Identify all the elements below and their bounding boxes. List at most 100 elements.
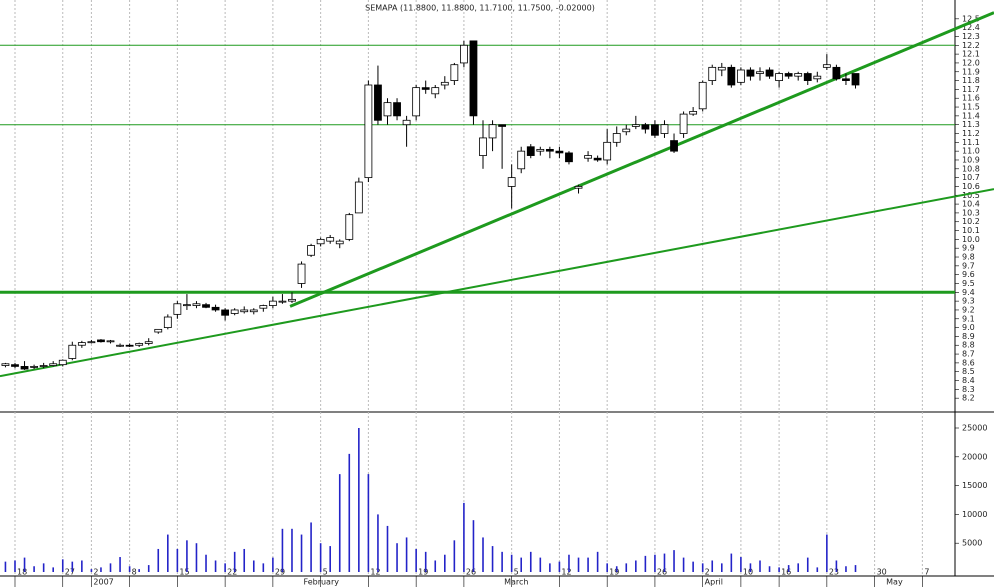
y-tick-label: 10.8 — [962, 164, 980, 173]
x-tick-label: 26 — [466, 568, 476, 577]
candle-body — [612, 133, 621, 143]
y-tick-label: 9.2 — [962, 305, 975, 314]
y-tick-label: 10.5 — [962, 191, 980, 200]
volume-tick-label: 10000 — [962, 510, 987, 519]
candle-body — [374, 84, 382, 121]
y-tick-label: 12.5 — [962, 14, 980, 23]
y-tick-label: 10.2 — [962, 217, 980, 226]
candle-body — [431, 87, 440, 95]
candle-body — [20, 366, 29, 370]
x-tick-label: 19 — [418, 568, 428, 577]
candle-body — [307, 245, 315, 256]
candle-body — [316, 238, 325, 245]
candle-body — [794, 73, 803, 77]
candle-body — [775, 73, 783, 81]
candle-body — [708, 66, 717, 81]
candle-body — [240, 309, 249, 313]
x-tick-label: 30 — [877, 568, 887, 577]
y-tick-label: 8.4 — [962, 376, 975, 385]
x-period-label: 2007 — [93, 578, 113, 587]
candle-body — [746, 69, 755, 77]
y-tick-label: 9.4 — [962, 288, 975, 297]
candle-body — [756, 71, 764, 74]
y-tick-label: 8.3 — [962, 385, 975, 394]
candle-body — [679, 113, 688, 134]
y-tick-label: 10.7 — [962, 173, 980, 182]
candle-body — [1, 363, 10, 366]
candle-body — [97, 339, 105, 343]
x-tick-label: 12 — [561, 568, 571, 577]
candle-body — [641, 124, 650, 130]
y-tick-label: 11.8 — [962, 76, 980, 85]
y-tick-label: 10.1 — [962, 226, 980, 235]
candle-body — [116, 344, 124, 347]
y-tick-label: 11.7 — [962, 85, 980, 94]
candle-body — [144, 341, 153, 344]
candle-body — [565, 152, 573, 163]
y-tick-label: 8.2 — [962, 394, 975, 403]
candle-body — [11, 364, 19, 367]
y-tick-label: 9.1 — [962, 314, 975, 323]
y-tick-label: 12.1 — [962, 50, 980, 59]
candle-body — [851, 73, 860, 86]
candle-body — [555, 150, 564, 154]
candle-body — [221, 309, 230, 316]
candle-body — [517, 150, 526, 170]
x-period-label: March — [504, 578, 528, 587]
x-period-label: April — [705, 578, 723, 587]
candle-body — [526, 146, 535, 156]
candle-body — [450, 64, 459, 81]
candle-body — [354, 181, 363, 214]
candle-body — [345, 214, 354, 240]
candle-body — [125, 344, 134, 347]
volume-tick-label: 5000 — [962, 539, 982, 548]
y-tick-label: 10.0 — [962, 235, 980, 244]
x-tick-label: 10 — [743, 568, 753, 577]
y-tick-label: 9.5 — [962, 279, 975, 288]
x-tick-label: 26 — [657, 568, 667, 577]
x-tick-label: 29 — [275, 568, 285, 577]
candle-body — [660, 124, 669, 134]
y-tick-label: 8.5 — [962, 367, 975, 376]
candle-body — [460, 44, 468, 64]
y-tick-label: 11.5 — [962, 103, 980, 112]
candle-body — [784, 73, 793, 77]
y-tick-label: 11.4 — [962, 111, 980, 120]
candle-body — [412, 87, 421, 117]
x-tick-label: 2 — [93, 568, 98, 577]
y-tick-label: 10.3 — [962, 208, 980, 217]
x-period-label: February — [304, 578, 340, 587]
candle-body — [479, 137, 487, 156]
candle-body — [631, 124, 640, 127]
candle-body — [813, 75, 822, 80]
candle-body — [593, 157, 602, 161]
candle-body — [698, 81, 707, 110]
candle-body — [803, 73, 812, 81]
candle-body — [689, 111, 698, 115]
x-tick-label: 16 — [781, 568, 791, 577]
y-tick-label: 10.9 — [962, 155, 980, 164]
candle-body — [651, 124, 659, 136]
x-tick-label: 23 — [829, 568, 839, 577]
candle-body — [383, 102, 392, 117]
x-tick-label: 5 — [514, 568, 519, 577]
y-tick-label: 8.8 — [962, 341, 975, 350]
y-tick-label: 11.9 — [962, 67, 980, 76]
candle-body — [335, 240, 344, 245]
x-tick-label: 2 — [705, 568, 710, 577]
y-tick-label: 10.4 — [962, 200, 980, 209]
x-tick-label: 15 — [179, 568, 189, 577]
candle-body — [507, 177, 516, 187]
y-tick-label: 8.9 — [962, 332, 975, 341]
candle-body — [822, 64, 831, 68]
candle-body — [488, 124, 497, 139]
candle-body — [421, 87, 430, 90]
trend-line — [0, 188, 994, 378]
candle-body — [584, 155, 592, 159]
y-tick-label: 12.2 — [962, 41, 980, 50]
candle-body — [326, 237, 335, 242]
candle-body — [603, 141, 612, 161]
y-tick-label: 11.3 — [962, 120, 980, 129]
candle-body — [87, 341, 96, 344]
